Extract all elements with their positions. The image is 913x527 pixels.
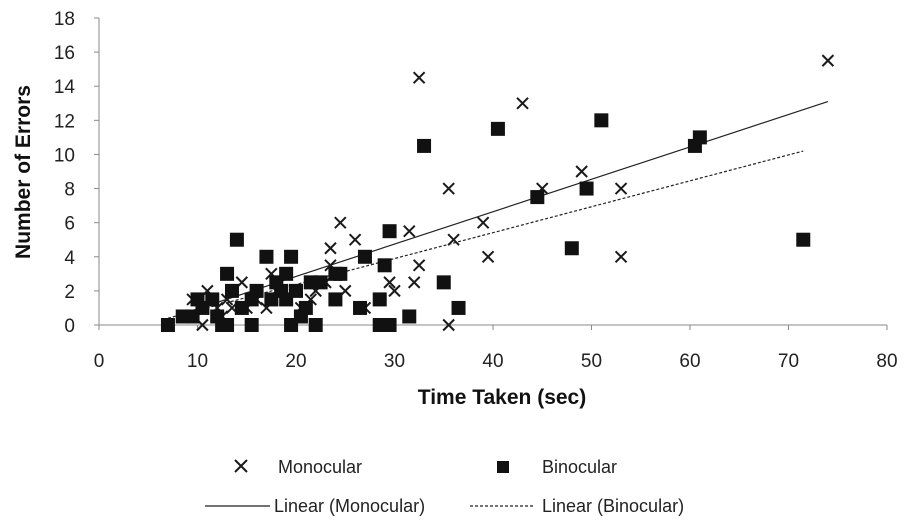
monocular-point [476, 216, 490, 229]
binocular-point [289, 283, 303, 298]
legend-square-marker-icon [497, 461, 509, 473]
monocular-point [447, 233, 460, 246]
x-tick-label: 70 [778, 351, 799, 372]
axes: 0 2 4 6 8 10 12 14 16 18 0 10 20 30 40 50 60 70 80 [54, 9, 898, 372]
binocular-point [284, 249, 299, 264]
binocular-point [436, 275, 451, 290]
legend-item-trend-monocular: Linear (Monocular) [205, 496, 425, 516]
y-tick-label: 0 [64, 316, 75, 337]
binocular-point [205, 292, 220, 307]
monocular-point [442, 318, 455, 332]
monocular-point [348, 233, 362, 246]
monocular-point [575, 165, 588, 178]
x-tick-label: 50 [581, 351, 602, 372]
monocular-point [516, 97, 529, 110]
legend: Monocular Binocular Linear (Monocular) L… [205, 457, 684, 516]
y-tick-label: 6 [64, 214, 75, 235]
monocular-point [821, 54, 835, 67]
binocular-point [298, 300, 313, 315]
y-tick-label: 16 [54, 43, 75, 64]
legend-item-monocular: Monocular [234, 457, 362, 477]
binocular-point [530, 190, 545, 205]
binocular-point [220, 318, 235, 332]
trendline-dashed [167, 150, 804, 319]
binocular-point [220, 266, 235, 281]
binocular-point [249, 283, 264, 298]
y-tick-label: 14 [54, 77, 76, 98]
binocular-point [224, 283, 239, 298]
x-tick-label: 0 [94, 351, 105, 372]
y-tick-label: 10 [54, 145, 75, 166]
binocular-point [594, 113, 609, 128]
monocular-point [412, 259, 426, 272]
y-tick-label: 4 [64, 248, 75, 269]
legend-item-binocular: Binocular [497, 457, 617, 477]
binocular-point [328, 292, 343, 307]
x-tick-label: 60 [679, 351, 700, 372]
binocular-point [279, 266, 294, 281]
monocular-point [388, 284, 401, 298]
binocular-point [357, 249, 372, 264]
monocular-point [614, 182, 628, 195]
monocular-point [481, 250, 495, 263]
y-tick-label: 12 [54, 111, 75, 132]
x-tick-label: 30 [384, 351, 405, 372]
binocular-point [372, 292, 387, 307]
monocular-point [383, 276, 396, 289]
trendlines [167, 101, 829, 319]
binocular-point [564, 241, 579, 256]
binocular-point [417, 138, 432, 153]
monocular-point [334, 216, 347, 229]
binocular-point [402, 309, 417, 324]
legend-label-trend-binocular: Linear (Binocular) [542, 496, 684, 516]
monocular-point [403, 224, 416, 238]
binocular-point [382, 224, 397, 239]
x-tick-label: 20 [285, 351, 306, 372]
binocular-point [229, 232, 244, 247]
y-tick-label: 18 [54, 9, 75, 30]
binocular-point [333, 266, 348, 281]
y-axis-title: Number of Errors [12, 85, 35, 259]
y-tick-label: 2 [64, 282, 75, 303]
binocular-point [382, 318, 397, 332]
binocular-point [377, 258, 392, 273]
binocular-point [490, 121, 505, 136]
binocular-point [259, 249, 274, 264]
monocular-point [614, 250, 628, 263]
legend-item-trend-binocular: Linear (Binocular) [470, 496, 684, 516]
binocular-point [353, 300, 368, 315]
monocular-point [412, 71, 426, 84]
trendline-solid [192, 101, 829, 312]
legend-label-binocular: Binocular [542, 457, 617, 477]
binocular-point [579, 181, 594, 196]
x-axis-title: Time Taken (sec) [418, 386, 586, 409]
data-points [160, 54, 835, 332]
binocular-point [313, 275, 328, 290]
binocular-point [451, 300, 466, 315]
binocular-point [796, 232, 811, 247]
x-tick-label: 10 [187, 351, 208, 372]
legend-label-trend-monocular: Linear (Monocular) [274, 496, 425, 516]
binocular-point [308, 318, 323, 332]
binocular-point [692, 130, 707, 145]
binocular-point [160, 318, 175, 332]
monocular-point [442, 182, 455, 195]
x-tick-label: 80 [876, 351, 897, 372]
legend-label-monocular: Monocular [278, 457, 362, 477]
x-tick-label: 40 [482, 351, 503, 372]
legend-x-marker-icon [234, 459, 248, 473]
binocular-point [244, 318, 259, 332]
monocular-point [407, 276, 421, 289]
monocular-point [324, 242, 337, 255]
y-tick-label: 8 [64, 180, 75, 201]
